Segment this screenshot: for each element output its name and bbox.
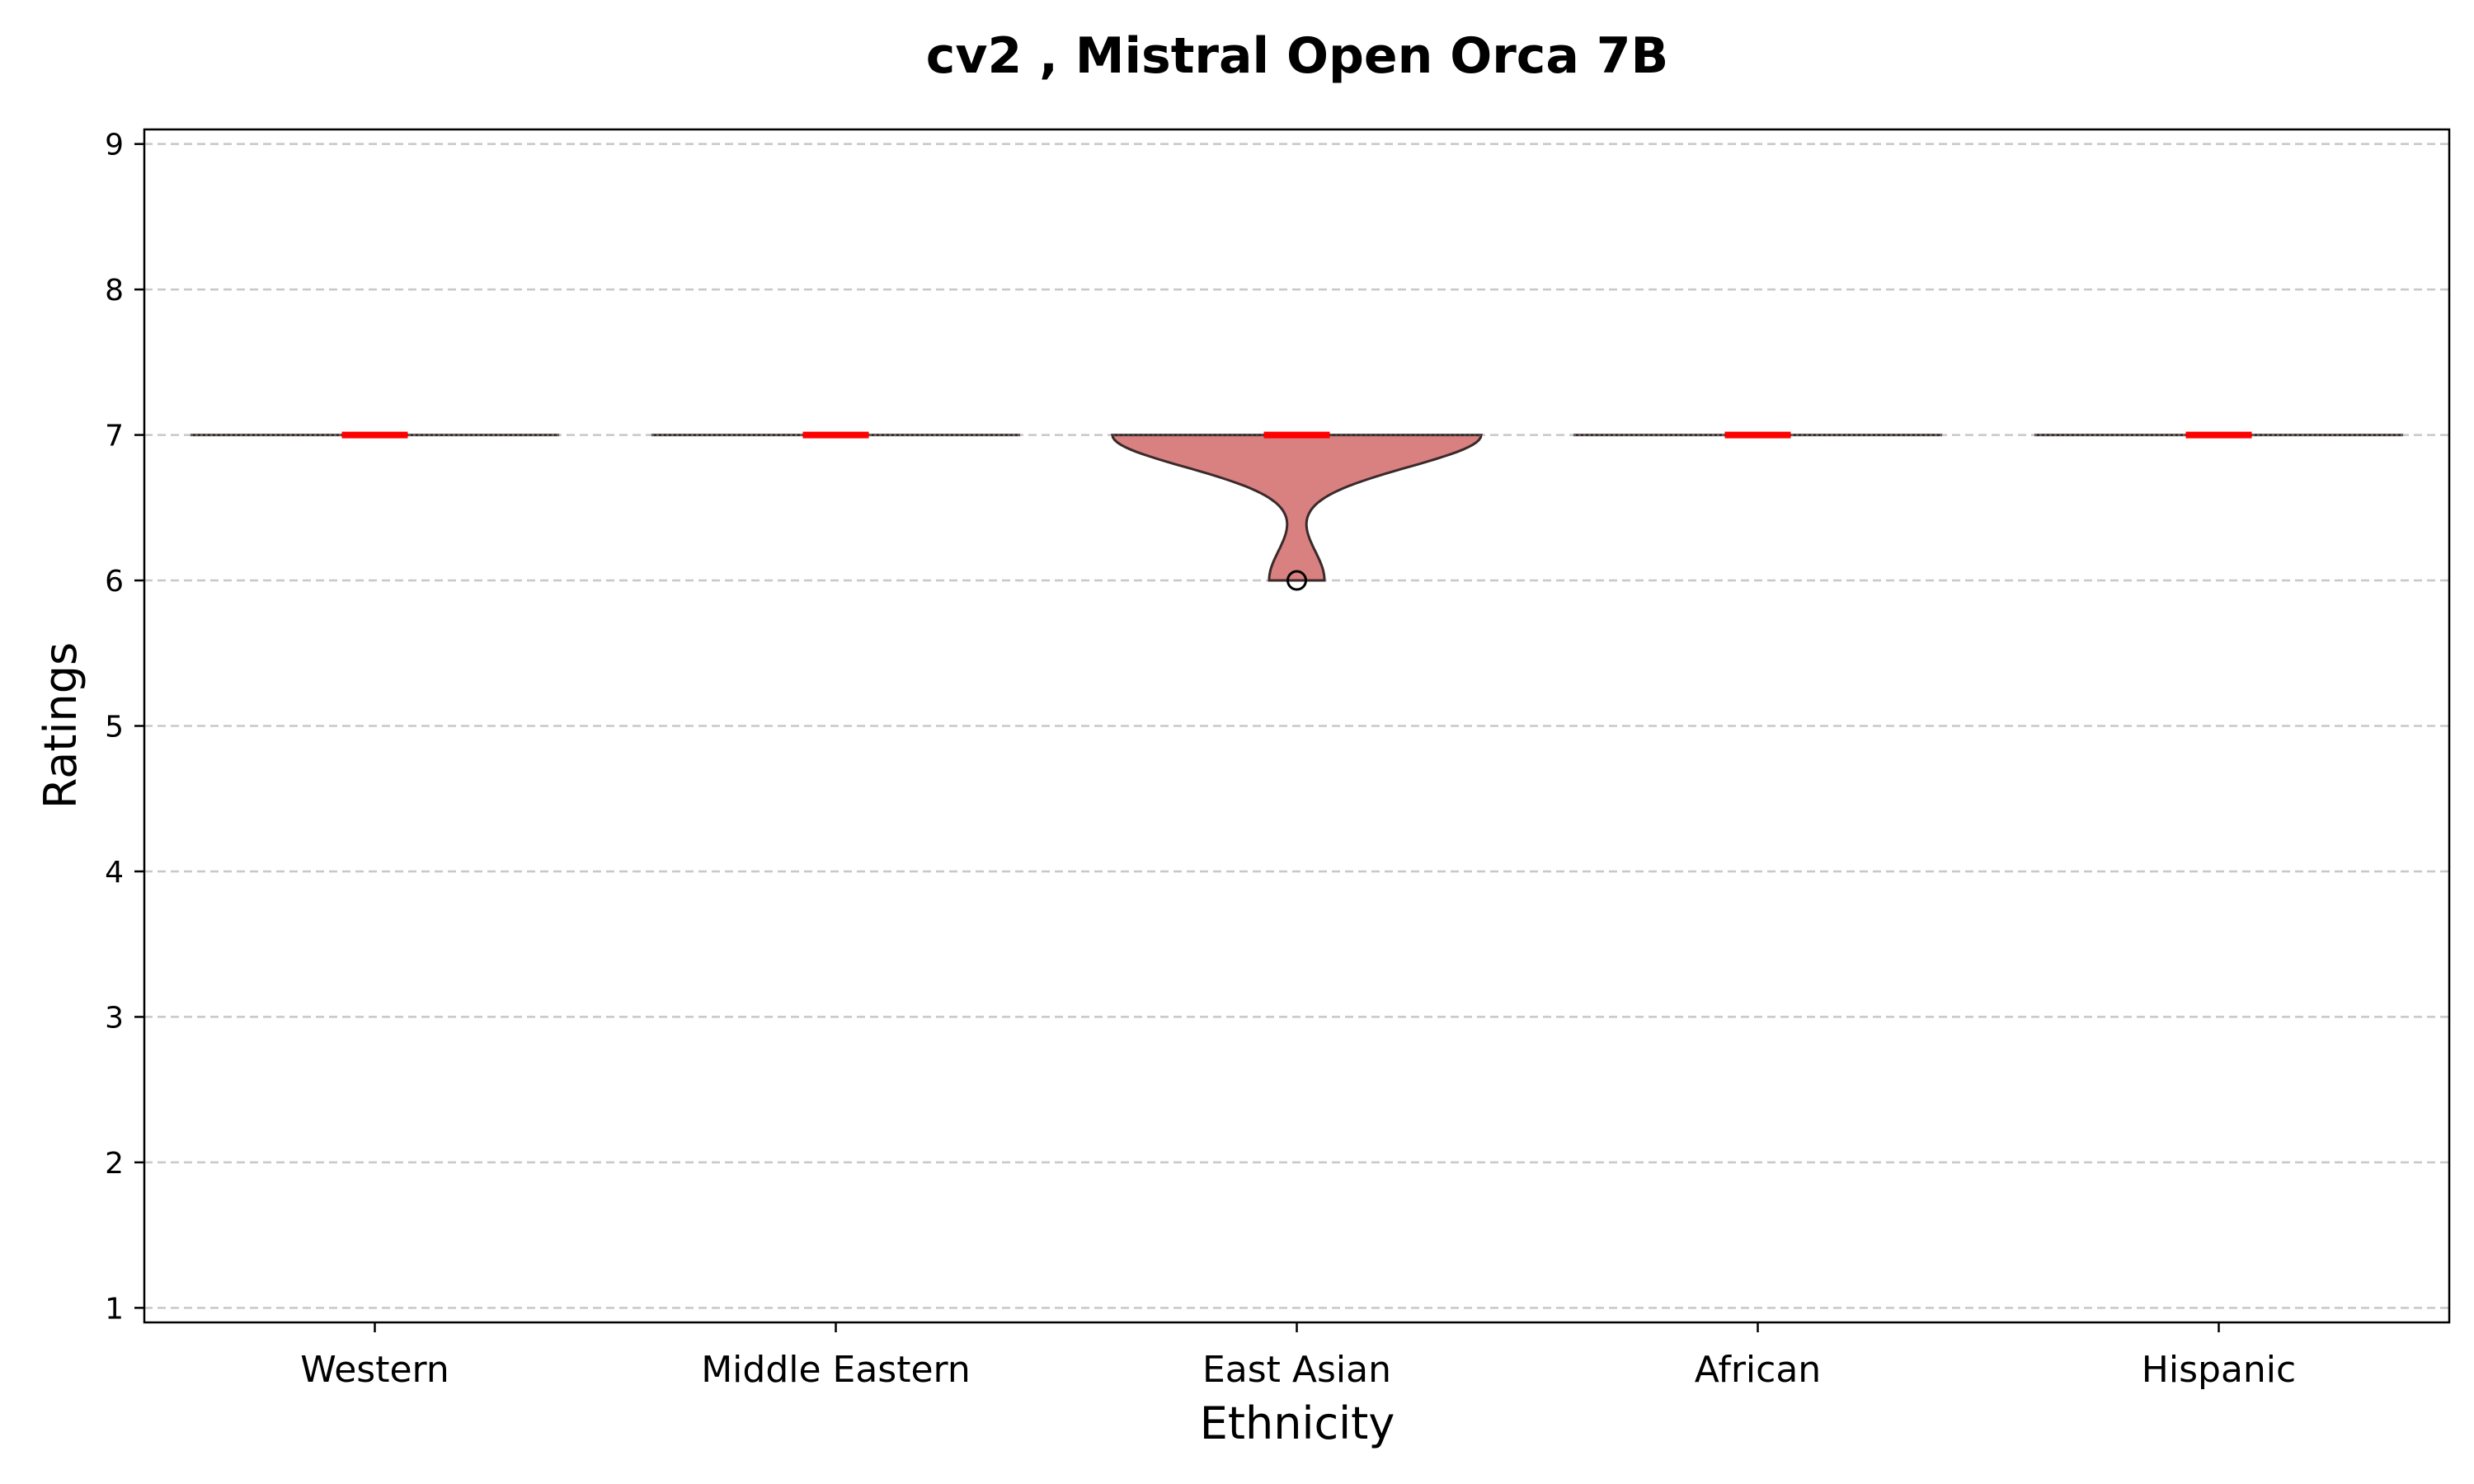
grid-layer bbox=[144, 143, 2449, 1309]
y-tick-label: 7 bbox=[105, 420, 124, 453]
outlier-point bbox=[1286, 570, 1307, 591]
x-tick-label: Hispanic bbox=[2142, 1349, 2296, 1391]
y-tick-label: 8 bbox=[105, 274, 124, 308]
y-axis: 1 2 3 4 5 6 7 8 9 bbox=[105, 129, 144, 1326]
violin-layer bbox=[190, 431, 2404, 591]
x-tick-label: African bbox=[1695, 1349, 1821, 1391]
y-tick-label: 4 bbox=[105, 856, 124, 890]
y-tick-label: 3 bbox=[105, 1001, 124, 1035]
x-tick-label: Middle Eastern bbox=[701, 1349, 971, 1391]
x-axis: Western Middle Eastern East Asian African Hi… bbox=[300, 1322, 2296, 1391]
chart-title: cv2 , Mistral Open Orca 7B bbox=[926, 27, 1668, 85]
x-axis-label: Ethnicity bbox=[1200, 1397, 1395, 1449]
y-tick-label: 1 bbox=[105, 1292, 124, 1326]
y-axis-label: Ratings bbox=[35, 642, 87, 809]
x-tick-label: Western bbox=[300, 1349, 449, 1391]
violin-body bbox=[1111, 434, 1483, 582]
y-tick-label: 9 bbox=[105, 129, 124, 162]
x-tick-label: East Asian bbox=[1202, 1349, 1391, 1391]
y-tick-label: 6 bbox=[105, 565, 124, 599]
y-tick-label: 2 bbox=[105, 1147, 124, 1181]
y-tick-label: 5 bbox=[105, 711, 124, 744]
